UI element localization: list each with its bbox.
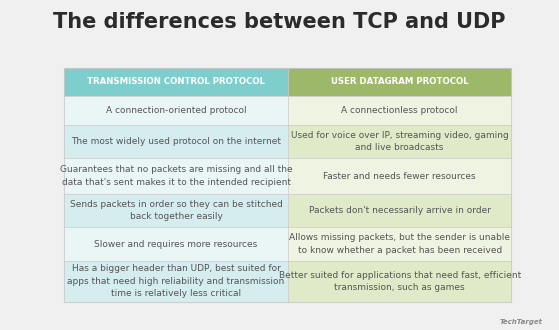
FancyBboxPatch shape	[288, 227, 511, 261]
Text: A connection-oriented protocol: A connection-oriented protocol	[106, 106, 247, 115]
Text: Allows missing packets, but the sender is unable
to know whether a packet has be: Allows missing packets, but the sender i…	[289, 233, 510, 255]
FancyBboxPatch shape	[288, 261, 511, 302]
FancyBboxPatch shape	[64, 194, 288, 227]
FancyBboxPatch shape	[64, 68, 511, 302]
FancyBboxPatch shape	[64, 96, 288, 125]
FancyBboxPatch shape	[288, 125, 511, 158]
FancyBboxPatch shape	[288, 158, 511, 194]
FancyBboxPatch shape	[64, 158, 288, 194]
Text: Slower and requires more resources: Slower and requires more resources	[94, 240, 258, 248]
Text: A connectionless protocol: A connectionless protocol	[342, 106, 458, 115]
Text: USER DATAGRAM PROTOCOL: USER DATAGRAM PROTOCOL	[331, 77, 468, 86]
Text: Packets don't necessarily arrive in order: Packets don't necessarily arrive in orde…	[309, 206, 491, 215]
Text: Used for voice over IP, streaming video, gaming
and live broadcasts: Used for voice over IP, streaming video,…	[291, 131, 509, 152]
FancyBboxPatch shape	[288, 68, 511, 96]
Text: The differences between TCP and UDP: The differences between TCP and UDP	[53, 12, 506, 32]
Text: Has a bigger header than UDP, best suited for
apps that need high reliability an: Has a bigger header than UDP, best suite…	[68, 264, 285, 298]
Text: TRANSMISSION CONTROL PROTOCOL: TRANSMISSION CONTROL PROTOCOL	[87, 77, 265, 86]
FancyBboxPatch shape	[288, 96, 511, 125]
Text: Guarantees that no packets are missing and all the
data that's sent makes it to : Guarantees that no packets are missing a…	[60, 165, 292, 187]
Text: Better suited for applications that need fast, efficient
transmission, such as g: Better suited for applications that need…	[278, 271, 521, 292]
FancyBboxPatch shape	[64, 125, 288, 158]
FancyBboxPatch shape	[64, 261, 288, 302]
FancyBboxPatch shape	[64, 227, 288, 261]
Text: Faster and needs fewer resources: Faster and needs fewer resources	[323, 172, 476, 181]
Text: Sends packets in order so they can be stitched
back together easily: Sends packets in order so they can be st…	[70, 200, 282, 221]
FancyBboxPatch shape	[288, 194, 511, 227]
Text: The most widely used protocol on the internet: The most widely used protocol on the int…	[71, 137, 281, 146]
FancyBboxPatch shape	[64, 68, 288, 96]
Text: TechTarget: TechTarget	[499, 319, 542, 325]
